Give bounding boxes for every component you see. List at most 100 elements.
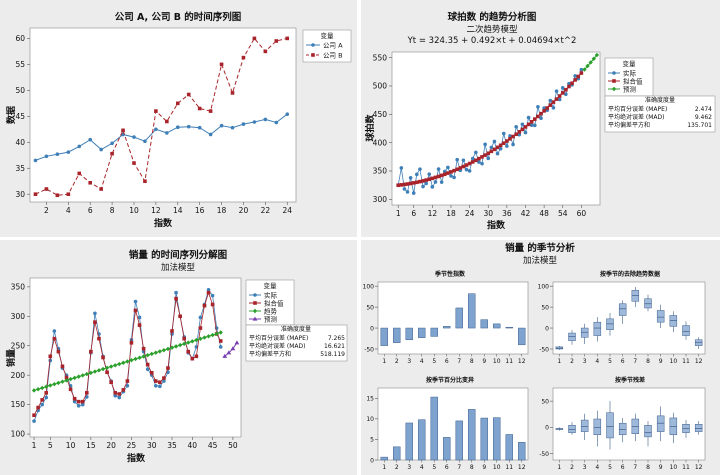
chart2-fit-point	[415, 180, 419, 185]
panel2-ytick-label: -50	[539, 346, 549, 353]
chart3-trend-point	[202, 335, 207, 340]
chart1-point-b	[285, 36, 290, 41]
chart3-fit-point	[218, 339, 223, 343]
chart3-forecast-point	[222, 353, 228, 358]
chart2-xtick-label: 18	[446, 209, 456, 218]
panel3-bar	[380, 456, 388, 461]
chart2-actual-point	[405, 190, 410, 194]
chart3-actual-point	[40, 402, 44, 407]
chart1-point-b	[55, 193, 60, 198]
chart-trend-analysis: 球拍数 的趋势分析图 二次趋势模型 Yt = 324.35 + 0.492×t …	[364, 11, 716, 231]
chart1-point-a	[88, 137, 93, 142]
panel1-bar	[443, 326, 451, 329]
chart3-actual-point	[125, 383, 130, 388]
chart1-point-b	[208, 109, 213, 113]
chart2-fit-point	[480, 155, 484, 159]
chart3-fit-point	[32, 413, 36, 418]
panel2-ytick-label: 100	[538, 283, 550, 290]
chart3-fit-point	[174, 296, 178, 301]
chart1-title: 公司 A, 公司 B 的时间序列图	[115, 11, 242, 23]
chart3-fit-point	[190, 356, 195, 361]
chart3-trend-point	[72, 375, 77, 381]
chart2-fit-point	[452, 168, 456, 173]
panel3-xtick-label: 12	[518, 464, 526, 471]
chart2-fit-point	[554, 97, 559, 101]
panel2-box	[580, 327, 589, 338]
chart3-ytick-label: 100	[11, 430, 26, 439]
chart3-trend-point	[206, 334, 211, 339]
chart3-trend-point	[96, 368, 102, 373]
chart3-fit-point	[153, 379, 158, 383]
panel4-xtick-label: 9	[659, 464, 663, 471]
chart3-fit-point	[133, 308, 138, 313]
chart3-legend-marker-actual	[253, 293, 257, 297]
chart1-point-b	[252, 36, 257, 41]
chart2-actual-point	[486, 156, 491, 161]
chart1-xtick-label: 18	[217, 206, 227, 215]
chart1-point-a	[132, 135, 136, 139]
chart3-fit-point	[145, 362, 150, 367]
chart2-actual-point	[511, 142, 515, 147]
panel2-xtick-label: 8	[646, 358, 650, 365]
chart2-actual-point	[573, 74, 577, 78]
chart1-point-b	[274, 39, 279, 43]
chart2-fit-point	[495, 145, 500, 150]
chart3-trend-point	[80, 373, 85, 378]
panel3-bar	[405, 422, 413, 461]
chart1-point-b	[77, 171, 82, 176]
chart1-xtick-label: 6	[88, 206, 93, 215]
chart3-trend-point	[169, 345, 175, 350]
chart2-actual-point	[489, 145, 494, 150]
panel2-xtick-label: 12	[695, 358, 703, 365]
panel3-bar	[430, 396, 438, 461]
chart3-trend-point	[153, 350, 158, 355]
panel4-xtick-label: 7	[633, 464, 637, 471]
chart2-fit-point	[557, 94, 562, 98]
chart2-actual-point	[411, 191, 416, 195]
chart2-actual-point	[477, 160, 481, 164]
panel4-ytick-label: 0	[545, 425, 549, 432]
chart1-xtick-label: 10	[129, 206, 139, 215]
panel1-bar	[493, 323, 501, 329]
chart1-xtick-label: 14	[173, 206, 183, 215]
chart1-point-a	[208, 132, 213, 137]
chart2-actual-point	[517, 132, 522, 137]
chart2-actual-point	[470, 156, 475, 161]
panel2-xtick-label: 3	[583, 358, 587, 365]
chart2-actual-point	[461, 158, 466, 163]
chart3-fit-point	[178, 314, 182, 319]
chart3-trend-point	[125, 359, 130, 364]
chart3-trend-point	[165, 346, 171, 352]
chart2-forecast-point	[582, 67, 587, 72]
chart1-point-b	[44, 187, 49, 191]
panel3-plot-area	[377, 387, 529, 461]
panel4-box	[656, 415, 665, 432]
chart2-fit-point	[539, 111, 543, 116]
chart1-legend-label-b: 公司 B	[323, 52, 343, 60]
chart3-fit-point	[141, 346, 146, 351]
chart1-point-b	[88, 180, 93, 185]
panel2-box	[618, 303, 627, 316]
chart1-point-a	[33, 158, 38, 163]
chart2-fit-point	[474, 158, 478, 163]
chart1-ytick-label: 30	[15, 190, 25, 199]
panel1-xtick-label: 12	[518, 358, 526, 365]
chart2-fit-point	[467, 161, 472, 166]
chart2-fit-point	[551, 100, 556, 104]
chart3-ytick-label: 300	[11, 312, 26, 321]
chart2-xtick-label: 12	[428, 209, 438, 218]
panel2-box	[682, 325, 690, 336]
panel4-ytick-label: 50	[541, 398, 549, 405]
chart2-actual-point	[449, 174, 453, 178]
chart3-trend-point	[113, 363, 118, 368]
panel1-xtick-label: 2	[395, 358, 399, 365]
chart3-accuracy-label-mad: 平均绝对误差 (MAD)	[249, 342, 306, 350]
chart3-trend-point	[141, 354, 146, 359]
panel3-bar	[418, 419, 426, 461]
chart3-ylabel: 销量	[5, 349, 17, 367]
panel2-box	[568, 332, 576, 341]
panel1-xtick-label: 8	[470, 358, 474, 365]
chart3-trend-point	[177, 342, 183, 348]
chart3-fit-point	[170, 329, 174, 333]
panel3-bar	[493, 417, 501, 461]
